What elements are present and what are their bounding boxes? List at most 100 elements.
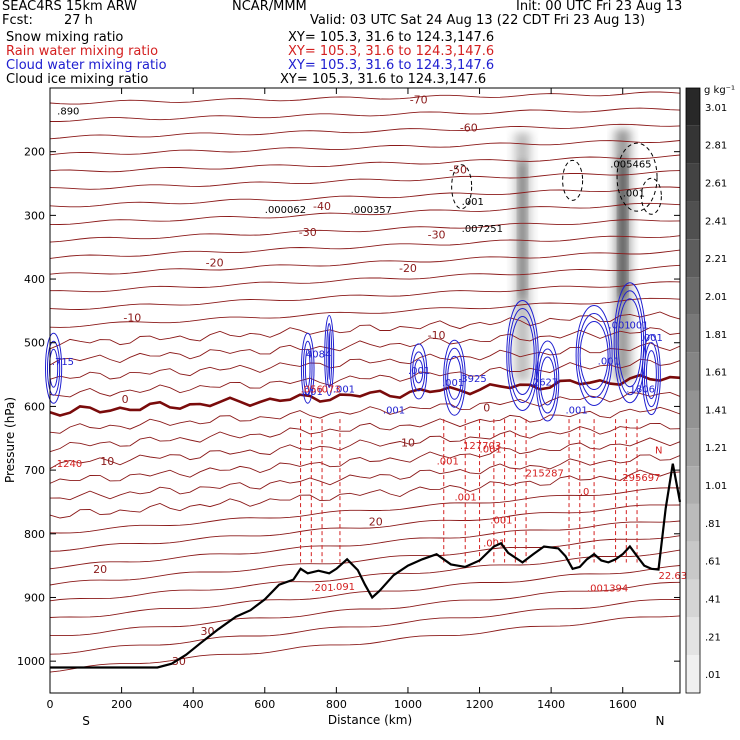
field-maximum-label: .001 (641, 333, 663, 344)
field-name-cloud-ice: Cloud ice mixing ratio (6, 72, 149, 87)
isotherm-line (49, 535, 681, 586)
x-tick-label: 800 (326, 698, 347, 711)
cloud-water-contour (44, 332, 63, 404)
isotherm-line (49, 281, 681, 310)
field-maximum-label: .001 (462, 197, 484, 208)
field-maximum-label: 22.63 (659, 571, 688, 582)
isotherm-label: 10 (401, 437, 415, 450)
isotherm-label: -40 (313, 200, 331, 213)
isotherm-line (49, 202, 681, 225)
isotherm-line (49, 219, 681, 243)
colorbar-label: 1.61 (705, 368, 727, 379)
x-tick-label: 1600 (609, 698, 637, 711)
field-maximum-label: .007251 (462, 224, 503, 235)
shaded-column-core (517, 162, 528, 300)
isotherm-line (49, 504, 681, 552)
field-maximum-label: .890 (57, 107, 79, 118)
cloud-ice-contour (562, 159, 584, 201)
colorbar: 3.01 2.81 2.61 2.41 2.21 2.01 1.81 1.61 1.41 1.21… (685, 87, 727, 694)
y-axis-title: Pressure (hPa) (3, 397, 17, 483)
field-name-snow: Snow mixing ratio (6, 30, 124, 45)
colorbar-swatch (686, 655, 700, 693)
y-tick-label: 600 (24, 400, 45, 413)
cloud-water-contour (328, 330, 331, 380)
x-tick-label: 1200 (466, 698, 494, 711)
field-maximum-label: .000062 (265, 205, 306, 216)
colorbar-label: .61 (705, 557, 721, 568)
colorbar-swatch (686, 201, 700, 240)
isotherm-line (49, 373, 681, 417)
x-axis-title: Distance (km) (328, 713, 412, 727)
cloud-water-contour (447, 355, 462, 400)
isotherm-line (49, 249, 681, 275)
end-label-north: N (656, 714, 665, 728)
cloud-ice-contour (451, 164, 473, 210)
field-maximum-label: .056 (301, 384, 323, 395)
x-tick-label: 200 (111, 698, 132, 711)
cloud-water-contour (414, 359, 424, 384)
cloud-water-contour (412, 351, 426, 392)
isotherm-line (49, 235, 681, 259)
cloud-water-contour (300, 332, 315, 404)
colorbar-swatch (686, 579, 700, 618)
isotherm-line (49, 186, 681, 208)
cloud-water-contour (615, 290, 645, 396)
cloud-water-contour (304, 348, 311, 388)
isotherm-line (49, 297, 681, 328)
isotherm-line (49, 154, 681, 173)
colorbar-label: .41 (705, 594, 721, 605)
institution-label: NCAR/MMM (232, 0, 307, 14)
cloud-water-contour (577, 312, 611, 398)
x-tick-label: 1400 (537, 698, 565, 711)
colorbar-swatch (686, 428, 700, 467)
field-maximum-label: .001 (383, 405, 405, 416)
cloud-water-contour (645, 350, 657, 400)
isotherm-line (49, 599, 681, 655)
isotherm-label: -30 (428, 228, 446, 241)
isotherm-line (49, 170, 681, 190)
field-maximum-label: .127703 (460, 441, 501, 452)
field-maximum-label: .001 (442, 378, 464, 389)
isotherm-label: -70 (410, 93, 428, 106)
field-maximum-label: .001 (333, 384, 355, 395)
field-xy-rain: XY= 105.3, 31.6 to 124.3,147.6 (288, 44, 495, 59)
x-tick-label: 600 (254, 698, 275, 711)
cloud-water-contour (617, 298, 643, 388)
cloud-ice-contour (616, 142, 658, 212)
plot-area: -70-60-50-40-30 -30-20 -20-10-100010102020… (44, 88, 688, 693)
colorbar-label: 2.21 (705, 254, 727, 265)
isotherm-line (49, 565, 681, 618)
colorbar-swatch (686, 466, 700, 504)
shaded-column-core (617, 159, 628, 298)
colorbar-swatch (686, 239, 700, 278)
cloud-water-contour (324, 314, 335, 396)
y-tick-label: 300 (24, 209, 45, 222)
colorbar-label: 2.41 (705, 216, 727, 227)
isotherm-line (49, 437, 681, 484)
isotherm-label: -10 (123, 311, 141, 324)
isotherm-line (49, 327, 681, 366)
isotherm-label: -20 (206, 256, 224, 269)
cloud-water-contour (48, 348, 59, 388)
isotherm-line (49, 311, 681, 350)
y-tick-label: 500 (24, 337, 45, 350)
field-xy-cloud-ice: XY= 105.3, 31.6 to 124.3,147.6 (280, 72, 487, 87)
cloud-water-contour (643, 342, 659, 408)
cloud-water-contour (579, 320, 609, 390)
colorbar-label: 1.21 (705, 443, 727, 454)
colorbar-swatch (686, 390, 700, 429)
isotherm-line (49, 91, 681, 105)
colorbar-frame (685, 87, 701, 694)
cloud-water-contour (46, 340, 61, 396)
field-maximum-label: .001 (623, 188, 645, 199)
y-tick-label: 200 (24, 146, 45, 159)
valid-time: Valid: 03 UTC Sat 24 Aug 13 (22 CDT Fri … (310, 13, 646, 28)
isotherm-label: -20 (399, 262, 417, 275)
colorbar-label: 2.01 (705, 292, 727, 303)
isotherm-line (49, 454, 681, 501)
y-tick-label: 1000 (17, 655, 45, 668)
colorbar-label: 1.01 (705, 481, 727, 492)
isotherm-line (49, 487, 681, 534)
field-maximum-label: .001 (437, 456, 459, 467)
forecast-hour: 27 h (64, 13, 93, 28)
